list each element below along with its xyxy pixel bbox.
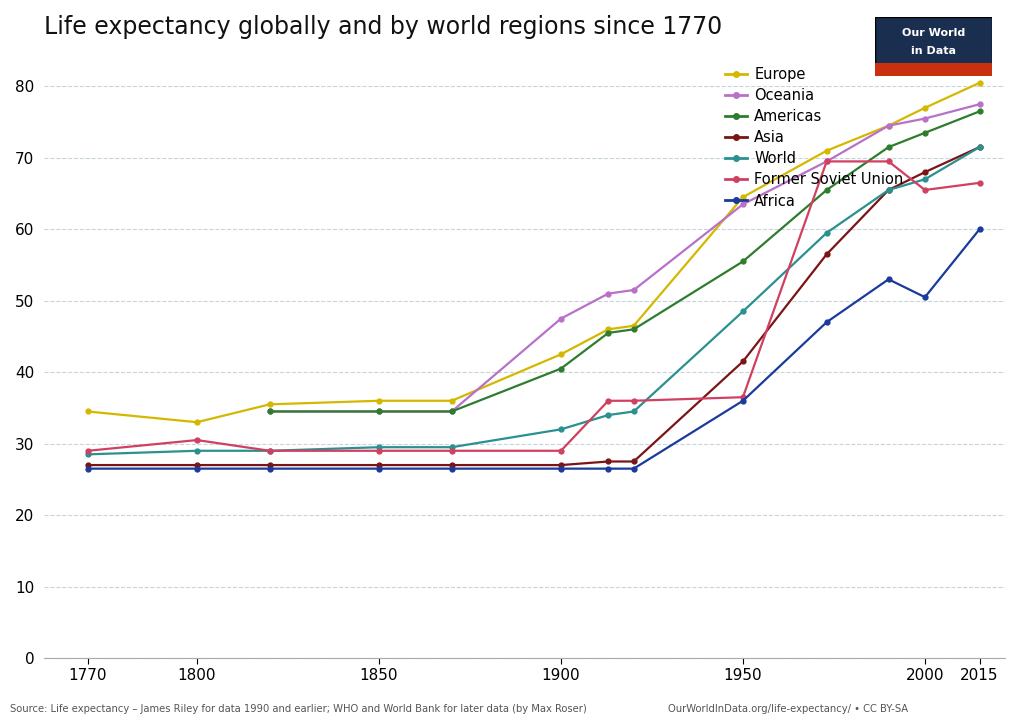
Text: Our World: Our World <box>901 28 965 38</box>
FancyBboxPatch shape <box>874 17 991 76</box>
Bar <box>874 63 991 76</box>
Text: Life expectancy globally and by world regions since 1770: Life expectancy globally and by world re… <box>44 15 721 39</box>
Text: Source: Life expectancy – James Riley for data 1990 and earlier; WHO and World B: Source: Life expectancy – James Riley fo… <box>10 704 586 714</box>
Text: OurWorldInData.org/life-expectancy/ • CC BY-SA: OurWorldInData.org/life-expectancy/ • CC… <box>667 704 907 714</box>
Text: in Data: in Data <box>910 46 956 56</box>
Legend: Europe, Oceania, Americas, Asia, World, Former Soviet Union, Africa: Europe, Oceania, Americas, Asia, World, … <box>718 61 908 215</box>
